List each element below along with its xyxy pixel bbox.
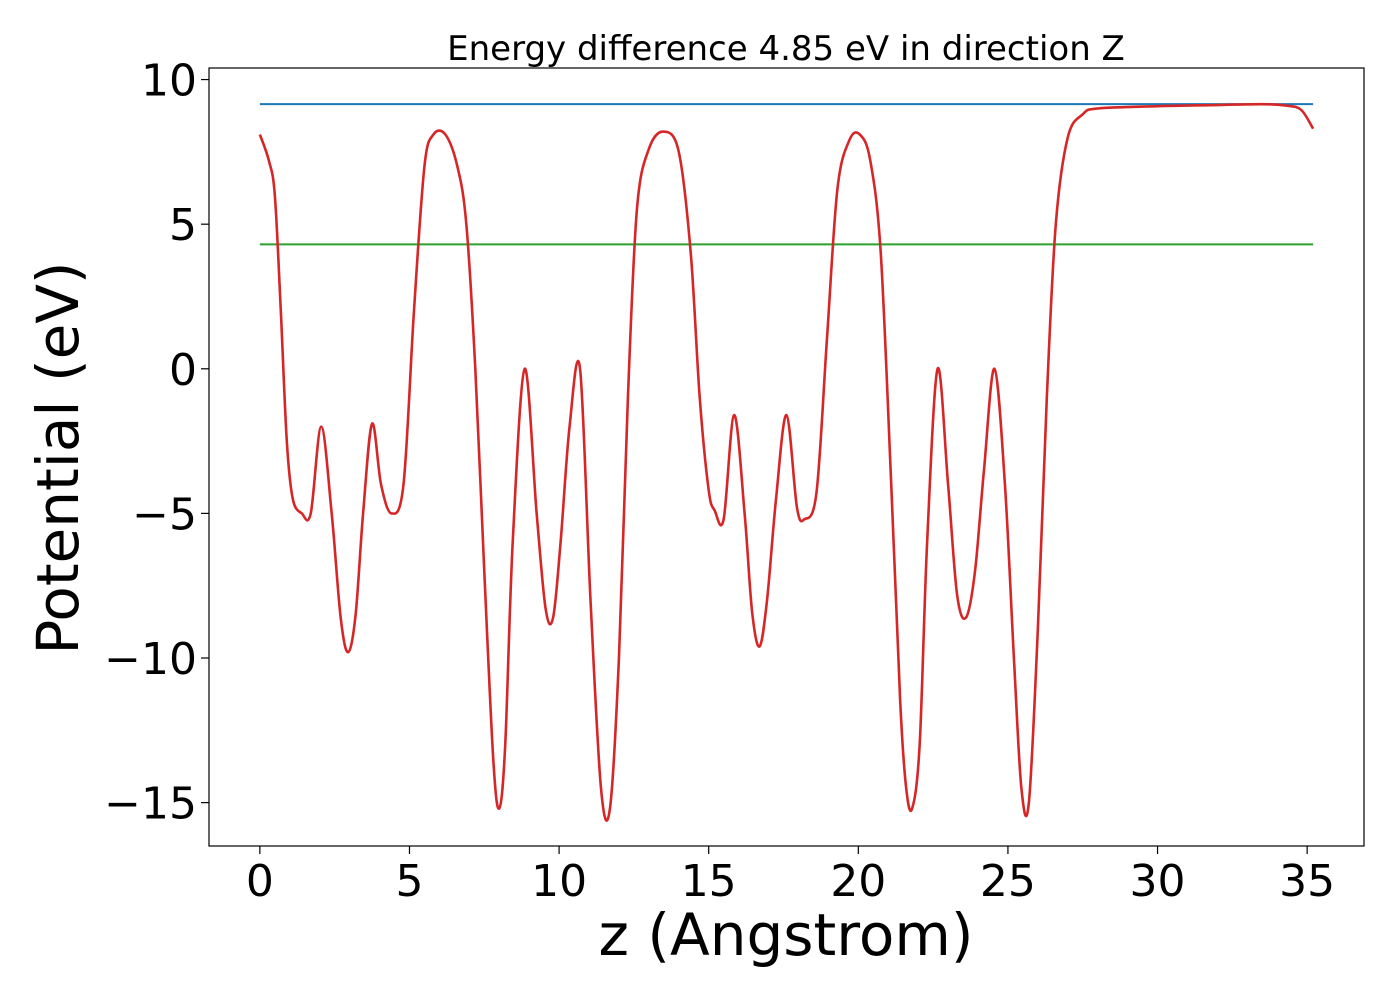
- x-tick-label: 35: [1279, 856, 1335, 907]
- x-tick-label: 15: [681, 856, 737, 907]
- x-tick-label: 20: [830, 856, 886, 907]
- y-tick-label: −5: [132, 489, 197, 540]
- y-tick-label: 10: [141, 56, 197, 107]
- x-axis-label: z (Angstrom): [599, 901, 974, 969]
- x-tick-label: 5: [395, 856, 423, 907]
- x-tick-label: 25: [980, 856, 1036, 907]
- series-layer: [258, 102, 1315, 822]
- plot-frame: [208, 67, 1365, 847]
- x-tick-label: 0: [246, 856, 274, 907]
- chart-title: Energy difference 4.85 eV in direction Z: [447, 29, 1125, 69]
- y-axis-label: Potential (eV): [24, 261, 92, 654]
- y-tick-label: 5: [169, 200, 197, 251]
- y-tick-label: 0: [169, 345, 197, 396]
- x-tick-label: 30: [1130, 856, 1186, 907]
- x-tick-label: 10: [531, 856, 587, 907]
- y-axis-ticks: 10 5 0 −5 −10 −15: [104, 56, 209, 830]
- x-axis-ticks: 0 5 10 15 20 25 30 35: [246, 846, 1335, 907]
- series-line-0: [258, 102, 1315, 822]
- y-tick-label: −15: [104, 779, 197, 830]
- y-tick-label: −10: [104, 634, 197, 685]
